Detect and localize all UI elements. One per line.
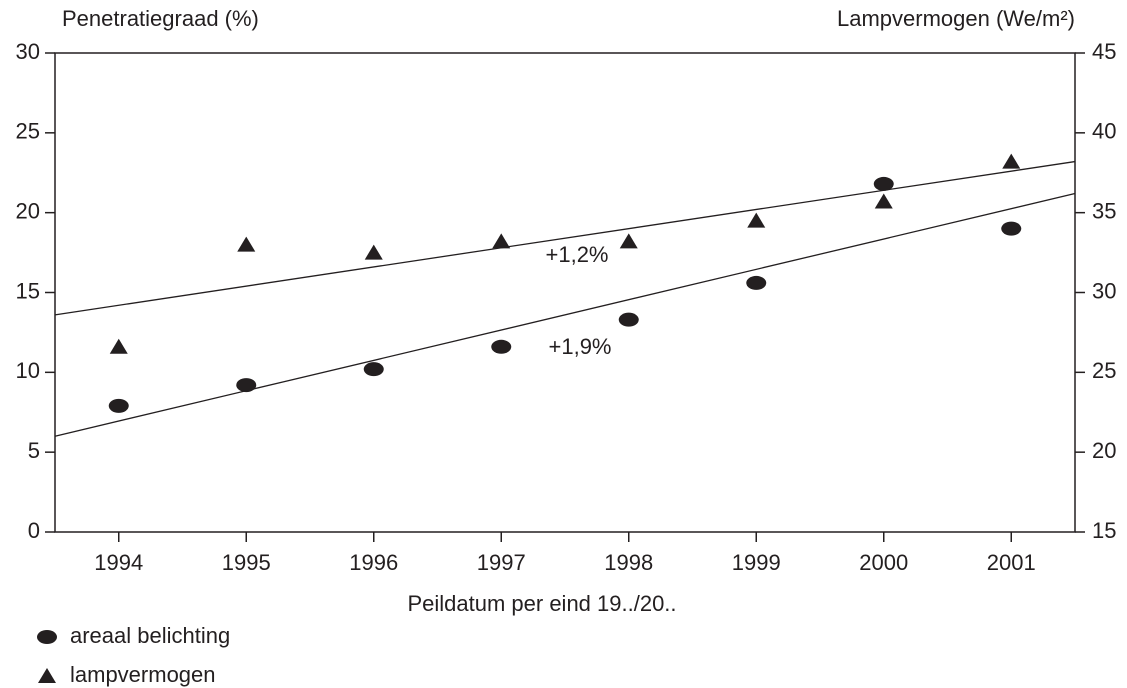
x-axis-label: Peildatum per eind 19../20.. bbox=[407, 591, 676, 616]
legend-label: lampvermogen bbox=[70, 662, 216, 687]
data-point bbox=[618, 312, 639, 327]
y-axis-label: Penetratiegraad (%) bbox=[62, 6, 259, 31]
annotation: +1,9% bbox=[549, 334, 612, 359]
data-point bbox=[492, 233, 511, 249]
y2-tick-label: 25 bbox=[1092, 358, 1116, 383]
y2-axis-label: Lampvermogen (We/m²) bbox=[837, 6, 1075, 31]
data-point bbox=[364, 244, 383, 260]
data-point bbox=[746, 275, 767, 290]
y2-tick-label: 35 bbox=[1092, 198, 1116, 223]
x-tick-label: 1998 bbox=[604, 550, 653, 575]
data-point bbox=[363, 362, 384, 377]
data-point bbox=[236, 378, 257, 393]
y2-tick-label: 45 bbox=[1092, 39, 1116, 64]
y-tick-label: 0 bbox=[28, 518, 40, 543]
data-point bbox=[619, 233, 638, 249]
data-point bbox=[237, 236, 256, 252]
y2-tick-label: 20 bbox=[1092, 438, 1116, 463]
data-point bbox=[109, 338, 128, 354]
annotation: +1,2% bbox=[546, 242, 609, 267]
x-tick-label: 1999 bbox=[732, 550, 781, 575]
y2-tick-label: 30 bbox=[1092, 278, 1116, 303]
data-point bbox=[747, 212, 766, 228]
x-tick-label: 2001 bbox=[987, 550, 1036, 575]
x-tick-label: 1996 bbox=[349, 550, 398, 575]
x-tick-label: 1997 bbox=[477, 550, 526, 575]
y-tick-label: 15 bbox=[16, 278, 40, 303]
data-point bbox=[491, 339, 512, 354]
data-point bbox=[108, 398, 129, 413]
legend-label: areaal belichting bbox=[70, 623, 230, 648]
y2-tick-label: 15 bbox=[1092, 518, 1116, 543]
trend-line bbox=[54, 192, 1076, 437]
y-tick-label: 20 bbox=[16, 198, 40, 223]
data-point bbox=[873, 176, 894, 191]
x-tick-label: 1995 bbox=[222, 550, 271, 575]
y2-tick-label: 40 bbox=[1092, 119, 1116, 144]
legend-marker bbox=[38, 668, 56, 683]
x-tick-label: 2000 bbox=[859, 550, 908, 575]
data-point bbox=[1001, 221, 1022, 236]
legend-marker bbox=[37, 630, 57, 644]
data-point bbox=[874, 193, 893, 209]
y-tick-label: 25 bbox=[16, 119, 40, 144]
data-point bbox=[1002, 153, 1021, 169]
y-tick-label: 5 bbox=[28, 438, 40, 463]
y-tick-label: 30 bbox=[16, 39, 40, 64]
trend-line bbox=[54, 160, 1076, 316]
y-tick-label: 10 bbox=[16, 358, 40, 383]
x-tick-label: 1994 bbox=[94, 550, 143, 575]
